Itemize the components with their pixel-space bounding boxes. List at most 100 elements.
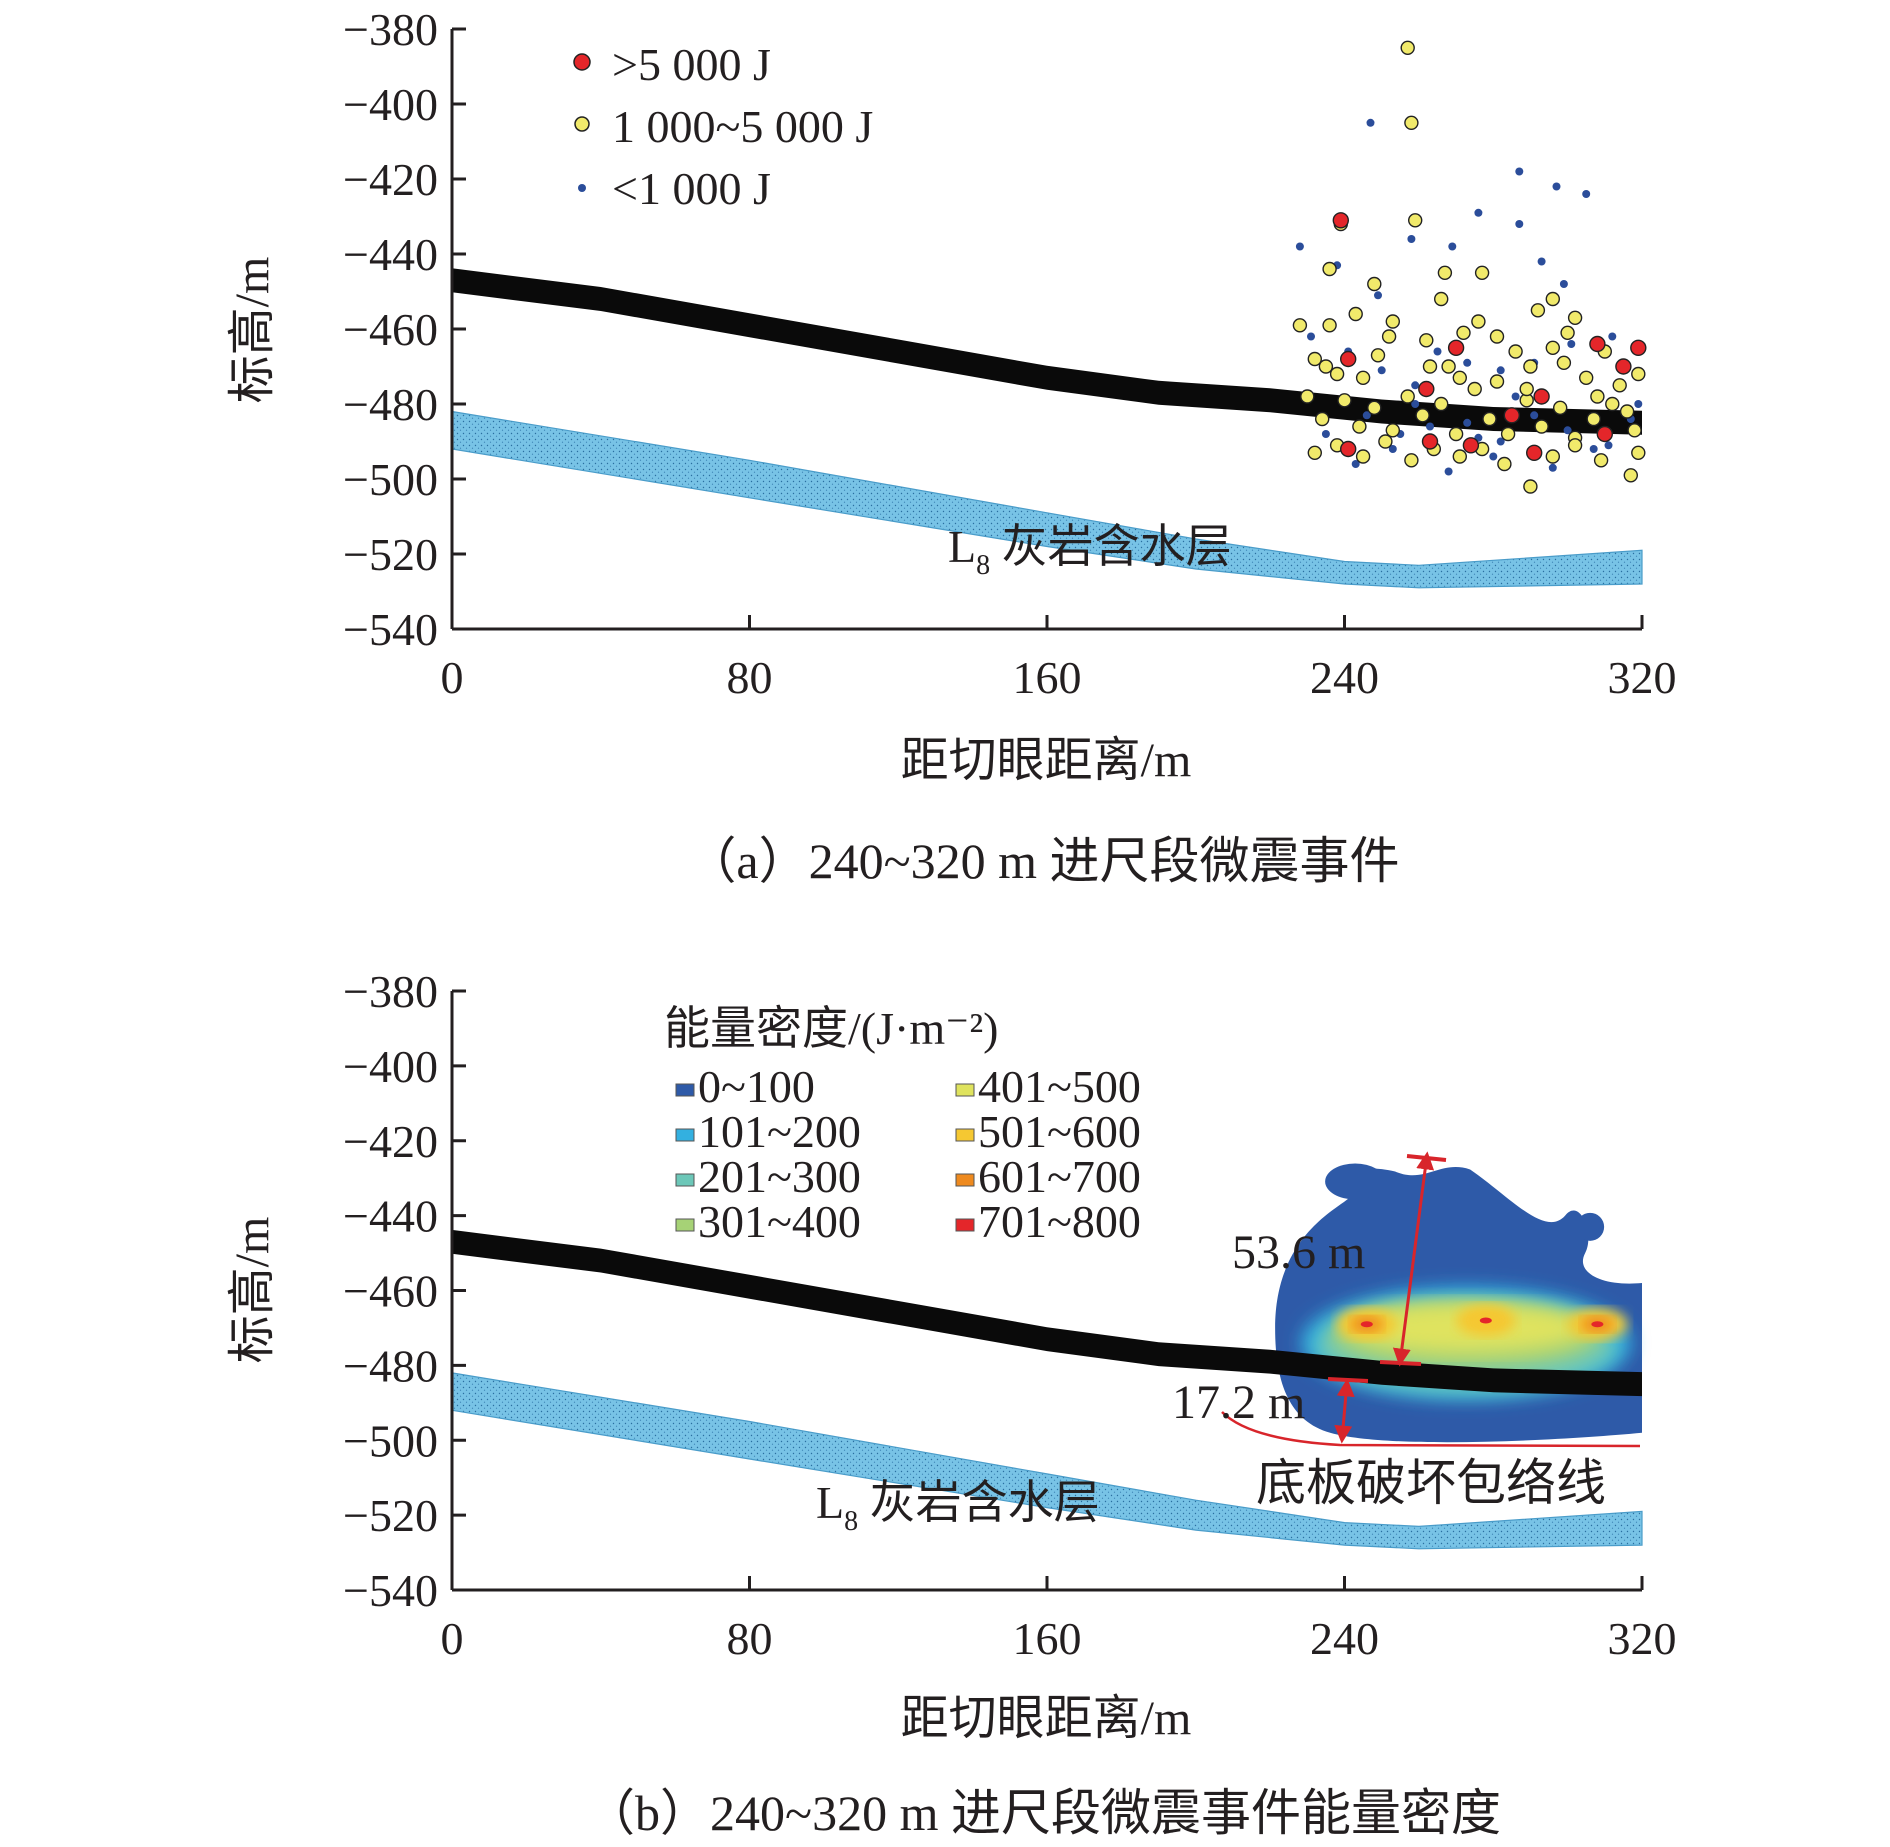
y-tick-label: −440	[343, 1191, 438, 1242]
scatter-point	[1437, 265, 1453, 280]
scatter-point	[1530, 411, 1539, 420]
scatter-point	[1426, 422, 1434, 431]
scatter-point	[1307, 332, 1315, 341]
y-axis-label: 标高/m	[226, 1217, 279, 1364]
legend-label: 0~100	[698, 1061, 815, 1112]
scatter-point	[1322, 261, 1337, 277]
x-tick-label: 240	[1310, 652, 1379, 703]
scatter-point	[1489, 374, 1505, 389]
legend-swatch	[955, 1083, 975, 1097]
scatter-point	[1511, 392, 1520, 401]
scatter-point	[1508, 344, 1523, 359]
scatter-point	[1582, 190, 1591, 198]
scatter-point	[1307, 445, 1323, 460]
x-tick-label: 0	[441, 1613, 464, 1664]
scatter-point	[1307, 351, 1323, 367]
aquifer-label: L8 灰岩含水层	[948, 521, 1232, 581]
scatter-point	[1530, 303, 1546, 318]
scatter-point	[1404, 453, 1419, 468]
scatter-point	[1378, 434, 1393, 449]
scatter-point	[1612, 378, 1627, 393]
scatter-point	[1567, 438, 1583, 453]
scatter-point	[1370, 348, 1386, 363]
scatter-point	[1448, 242, 1457, 251]
scatter-point	[1385, 423, 1401, 438]
scatter-point	[1447, 339, 1465, 356]
scatter-point	[1589, 335, 1606, 353]
scatter-point	[1515, 167, 1524, 176]
scatter-point	[1415, 408, 1430, 423]
scatter-point	[1590, 389, 1605, 404]
coal-seam	[452, 1229, 1642, 1397]
scatter-point	[1381, 329, 1397, 344]
scatter-point	[1348, 306, 1363, 322]
caption: （b）240~320 m 进尺段微震事件能量密度	[585, 1785, 1501, 1841]
scatter-point	[1332, 212, 1350, 229]
scatter-point	[1496, 366, 1505, 375]
scatter-point	[1400, 40, 1415, 55]
aquifer-layer	[451, 1372, 1643, 1550]
scatter-point	[1355, 370, 1371, 385]
scatter-point	[1593, 453, 1609, 468]
x-tick-label: 80	[727, 652, 773, 703]
aquifer-band	[451, 1372, 1643, 1550]
density-lobe	[1576, 1212, 1605, 1241]
x-tick-label: 320	[1608, 652, 1677, 703]
scatter-point	[1630, 339, 1647, 356]
scatter-point	[1563, 426, 1572, 435]
scatter-point	[1467, 381, 1482, 397]
scatter-point	[1367, 400, 1382, 415]
scatter-point	[1448, 426, 1464, 442]
annotations: 53.6 m 17.2 m 底板破坏包络线	[1172, 1151, 1641, 1511]
scatter-point	[1556, 355, 1572, 370]
scatter-point	[1567, 310, 1583, 325]
scatter-point	[1433, 347, 1442, 356]
height-cap-top	[1406, 1154, 1447, 1162]
legend-marker-mid	[574, 116, 590, 132]
scatter-point	[1634, 400, 1643, 408]
scatter-point	[1631, 366, 1646, 382]
height-cap-bottom	[1379, 1360, 1422, 1366]
scatter-point	[1589, 445, 1598, 453]
scatter-point	[1374, 291, 1382, 300]
y-axis-label: 标高/m	[226, 257, 279, 404]
scatter-point	[1329, 366, 1345, 382]
scatter-point	[1366, 118, 1375, 127]
y-tick-label: −500	[343, 1415, 438, 1466]
scatter-point	[1497, 456, 1512, 472]
coal-seam-band	[452, 268, 1642, 435]
scatter-point	[1627, 423, 1642, 438]
y-tick-label: −540	[343, 604, 438, 655]
scatter-points	[1292, 40, 1647, 494]
scatter-point	[1318, 359, 1334, 374]
hotspot-peak	[1360, 1321, 1373, 1328]
legend-label: 501~600	[978, 1106, 1141, 1157]
y-tick-label: −440	[343, 229, 438, 280]
x-tick-label: 0	[441, 652, 464, 703]
scatter-point	[1419, 333, 1434, 348]
scatter-point	[1615, 358, 1632, 375]
legend-marker-low	[578, 184, 586, 192]
scatter-point	[1608, 332, 1617, 341]
scatter-point	[1523, 359, 1538, 374]
aquifer-label: L8 灰岩含水层	[816, 1477, 1100, 1537]
density-lobe	[1325, 1163, 1386, 1200]
depth-cap-top	[1327, 1377, 1369, 1383]
x-axis-label: 距切眼距离/m	[901, 734, 1192, 787]
scatter-point	[1552, 182, 1561, 191]
legend-label: 401~500	[978, 1061, 1141, 1112]
legend-swatch	[675, 1218, 695, 1232]
legend-label: 101~200	[698, 1106, 861, 1157]
scatter-point	[1545, 449, 1561, 464]
legend-swatch	[675, 1083, 695, 1097]
depth-arrow-down	[1334, 1378, 1355, 1444]
scatter-point	[1596, 425, 1614, 443]
scatter-point	[1548, 463, 1557, 472]
x-tick-label: 160	[1013, 1613, 1082, 1664]
scatter-point	[1362, 411, 1371, 420]
y-tick-label: −480	[343, 379, 438, 430]
scatter-point	[1503, 407, 1521, 424]
coal-seam-band	[452, 1229, 1642, 1397]
scatter-point	[1523, 479, 1538, 494]
